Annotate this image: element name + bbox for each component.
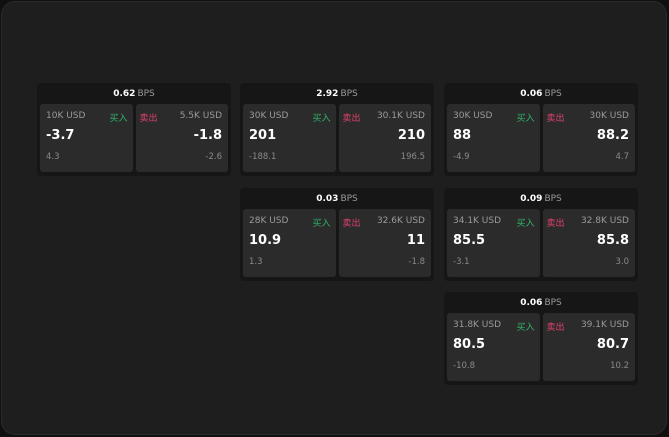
sell-card[interactable]: 32.8K USD 卖出 85.8 3.0 — [542, 209, 635, 277]
spread-value: 0.06 — [520, 298, 543, 308]
sell-price: 210 — [397, 128, 425, 143]
spread-value: 0.62 — [113, 89, 136, 99]
buy-card[interactable]: 28K USD 买入 10.9 1.3 — [243, 209, 336, 277]
sell-change: -1.8 — [408, 257, 425, 267]
sell-card[interactable]: 30.1K USD 卖出 210 196.5 — [338, 104, 431, 172]
sell-label: 卖出 — [546, 114, 565, 124]
sell-card[interactable]: 5.5K USD 卖出 -1.8 -2.6 — [135, 104, 228, 172]
buy-size: 34.1K USD — [453, 216, 502, 226]
buy-change: -10.8 — [453, 361, 475, 371]
buy-change: -188.1 — [249, 152, 277, 162]
buy-card[interactable]: 31.8K USD 买入 80.5 -10.8 — [447, 313, 540, 381]
sell-price: -1.8 — [193, 128, 222, 143]
spread-header: 0.09 BPS — [444, 188, 638, 209]
sell-price: 88.2 — [596, 128, 629, 143]
sell-label: 卖出 — [139, 114, 158, 124]
quote-panel: 0.03 BPS 28K USD 买入 10.9 1.3 32.6K USD 卖出… — [240, 188, 434, 281]
sell-change: 3.0 — [615, 257, 629, 267]
buy-size: 30K USD — [453, 111, 493, 121]
spread-value: 0.03 — [316, 194, 339, 204]
sell-size: 39.1K USD — [580, 320, 629, 330]
buy-size: 31.8K USD — [453, 320, 502, 330]
buy-card[interactable]: 10K USD 买入 -3.7 4.3 — [40, 104, 133, 172]
spread-unit: BPS — [544, 89, 562, 99]
buy-card[interactable]: 34.1K USD 买入 85.5 -3.1 — [447, 209, 540, 277]
buy-price: 201 — [249, 128, 277, 143]
quote-panel: 0.09 BPS 34.1K USD 买入 85.5 -3.1 32.8K USD… — [444, 188, 638, 281]
spread-header: 0.06 BPS — [444, 83, 638, 104]
sell-card[interactable]: 32.6K USD 卖出 11 -1.8 — [338, 209, 431, 277]
sell-card[interactable]: 39.1K USD 卖出 80.7 10.2 — [542, 313, 635, 381]
spread-value: 2.92 — [316, 89, 339, 99]
buy-label: 买入 — [312, 114, 331, 124]
sell-change: 4.7 — [615, 152, 629, 162]
buy-label: 买入 — [516, 323, 535, 333]
sell-size: 30K USD — [589, 111, 629, 121]
quote-panel: 0.06 BPS 31.8K USD 买入 80.5 -10.8 39.1K US… — [444, 292, 638, 385]
sell-label: 卖出 — [546, 219, 565, 229]
sell-size: 32.8K USD — [580, 216, 629, 226]
buy-change: -3.1 — [453, 257, 470, 267]
buy-card[interactable]: 30K USD 买入 201 -188.1 — [243, 104, 336, 172]
buy-change: 4.3 — [46, 152, 60, 162]
buy-change: -4.9 — [453, 152, 470, 162]
buy-price: -3.7 — [46, 128, 75, 143]
spread-header: 0.62 BPS — [37, 83, 231, 104]
spread-unit: BPS — [544, 194, 562, 204]
buy-label: 买入 — [516, 114, 535, 124]
spread-value: 0.06 — [520, 89, 543, 99]
spread-unit: BPS — [340, 194, 358, 204]
sell-label: 卖出 — [342, 114, 361, 124]
sell-price: 85.8 — [596, 233, 629, 248]
quote-panel: 0.62 BPS 10K USD 买入 -3.7 4.3 5.5K USD 卖出 … — [37, 83, 231, 176]
buy-price: 85.5 — [453, 233, 486, 248]
spread-unit: BPS — [340, 89, 358, 99]
quote-panel: 2.92 BPS 30K USD 买入 201 -188.1 30.1K USD … — [240, 83, 434, 176]
buy-label: 买入 — [109, 114, 128, 124]
buy-size: 28K USD — [249, 216, 289, 226]
buy-card[interactable]: 30K USD 买入 88 -4.9 — [447, 104, 540, 172]
sell-card[interactable]: 30K USD 卖出 88.2 4.7 — [542, 104, 635, 172]
buy-label: 买入 — [516, 219, 535, 229]
sell-label: 卖出 — [342, 219, 361, 229]
buy-size: 10K USD — [46, 111, 86, 121]
quote-panel: 0.06 BPS 30K USD 买入 88 -4.9 30K USD 卖出 88… — [444, 83, 638, 176]
spread-header: 0.03 BPS — [240, 188, 434, 209]
sell-price: 80.7 — [596, 337, 629, 352]
sell-change: -2.6 — [205, 152, 222, 162]
sell-size: 30.1K USD — [376, 111, 425, 121]
sell-size: 5.5K USD — [179, 111, 222, 121]
spread-unit: BPS — [137, 89, 155, 99]
buy-price: 10.9 — [249, 233, 282, 248]
sell-size: 32.6K USD — [376, 216, 425, 226]
buy-change: 1.3 — [249, 257, 263, 267]
sell-change: 196.5 — [400, 152, 425, 162]
spread-value: 0.09 — [520, 194, 543, 204]
buy-label: 买入 — [312, 219, 331, 229]
sell-price: 11 — [406, 233, 425, 248]
buy-price: 80.5 — [453, 337, 486, 352]
buy-size: 30K USD — [249, 111, 289, 121]
buy-price: 88 — [453, 128, 472, 143]
sell-label: 卖出 — [546, 323, 565, 333]
spread-header: 2.92 BPS — [240, 83, 434, 104]
spread-unit: BPS — [544, 298, 562, 308]
sell-change: 10.2 — [610, 361, 629, 371]
spread-header: 0.06 BPS — [444, 292, 638, 313]
